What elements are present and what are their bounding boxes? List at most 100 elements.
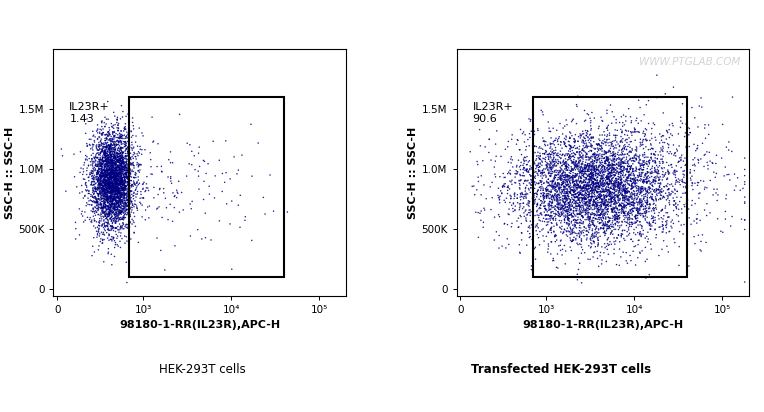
Point — [565, 194, 578, 201]
Point — [102, 183, 114, 190]
Point — [117, 160, 129, 166]
Point — [620, 212, 632, 219]
Point — [574, 209, 586, 215]
Point — [630, 165, 643, 172]
Point — [629, 193, 641, 199]
Point — [582, 134, 594, 141]
Point — [103, 154, 115, 160]
Point — [121, 203, 134, 209]
Point — [539, 212, 552, 218]
Point — [599, 158, 611, 164]
Point — [560, 185, 572, 192]
Point — [536, 171, 549, 177]
Point — [543, 164, 555, 171]
Point — [101, 211, 113, 217]
Point — [583, 209, 595, 216]
Point — [575, 202, 588, 208]
Point — [649, 226, 661, 232]
Point — [107, 161, 119, 167]
Point — [629, 179, 641, 186]
Point — [579, 179, 591, 186]
Point — [558, 178, 570, 185]
Point — [107, 182, 119, 189]
Point — [103, 157, 115, 163]
Point — [95, 138, 107, 144]
Point — [104, 175, 116, 182]
Point — [580, 209, 592, 216]
Point — [625, 193, 637, 199]
Point — [115, 191, 127, 198]
Point — [507, 205, 519, 212]
Point — [526, 182, 538, 188]
Point — [642, 220, 654, 226]
Point — [591, 174, 604, 180]
Point — [602, 225, 614, 232]
Point — [118, 194, 130, 201]
Point — [577, 179, 589, 185]
Point — [565, 197, 577, 203]
Point — [573, 158, 585, 165]
Point — [89, 199, 102, 205]
Point — [561, 190, 573, 196]
Point — [103, 146, 115, 152]
Point — [100, 153, 112, 159]
Point — [96, 210, 108, 216]
Point — [100, 176, 112, 183]
Point — [115, 191, 127, 198]
Point — [108, 200, 121, 207]
Point — [623, 194, 636, 200]
Point — [560, 143, 572, 150]
Point — [616, 147, 628, 153]
Point — [124, 169, 136, 176]
Point — [545, 200, 558, 207]
Point — [97, 213, 109, 220]
Point — [103, 180, 115, 187]
Point — [606, 194, 618, 201]
Point — [106, 136, 118, 143]
Point — [642, 239, 654, 245]
Point — [112, 185, 125, 192]
Point — [106, 129, 118, 135]
Point — [593, 147, 605, 154]
Point — [79, 121, 92, 127]
Point — [575, 133, 588, 139]
Point — [617, 172, 629, 179]
Point — [108, 184, 121, 190]
Point — [109, 197, 121, 203]
Point — [648, 176, 660, 183]
Point — [604, 199, 616, 206]
Point — [585, 147, 597, 154]
Point — [574, 222, 586, 229]
Point — [100, 177, 112, 183]
Point — [109, 183, 121, 189]
Point — [92, 185, 104, 192]
Point — [96, 167, 108, 173]
Point — [557, 159, 569, 166]
Point — [86, 198, 99, 205]
Point — [598, 212, 610, 219]
Point — [503, 178, 516, 185]
Point — [539, 185, 552, 192]
Point — [101, 144, 113, 151]
Point — [650, 175, 662, 181]
Point — [536, 167, 549, 174]
Point — [594, 180, 607, 187]
Point — [111, 210, 123, 217]
Point — [591, 274, 603, 280]
Point — [112, 122, 124, 129]
Point — [662, 129, 674, 136]
Point — [584, 240, 597, 246]
Point — [633, 160, 646, 167]
Point — [565, 187, 578, 193]
Point — [115, 132, 127, 139]
Point — [594, 215, 607, 221]
Point — [576, 137, 588, 143]
Point — [600, 166, 612, 173]
Point — [607, 152, 620, 158]
Point — [616, 128, 628, 134]
Point — [143, 215, 155, 221]
Point — [552, 202, 564, 208]
Point — [588, 197, 600, 204]
Point — [520, 190, 533, 197]
Point — [692, 124, 704, 130]
